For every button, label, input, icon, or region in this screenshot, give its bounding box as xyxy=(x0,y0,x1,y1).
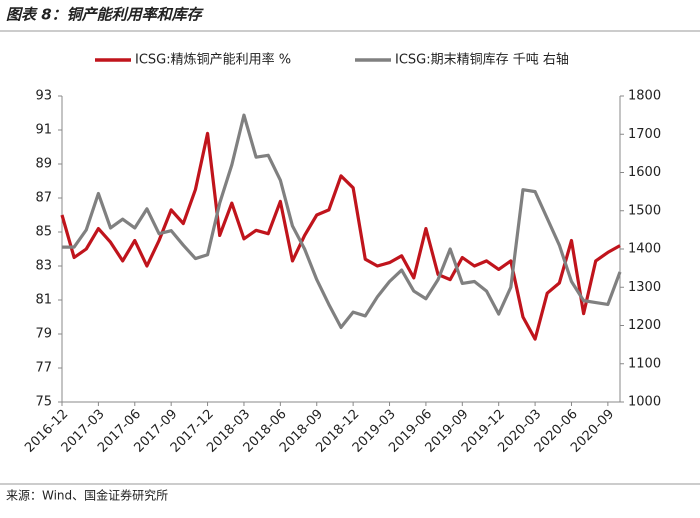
source: 来源：Wind、国金证券研究所 xyxy=(6,488,168,503)
y-tick-label: 89 xyxy=(35,157,52,172)
y-tick-label: 85 xyxy=(35,225,52,240)
legend-label: ICSG:期末精铜库存 千吨 右轴 xyxy=(395,52,569,68)
y2-tick-label: 1600 xyxy=(628,165,661,180)
y-tick-label: 81 xyxy=(35,293,52,308)
y2-tick-label: 1100 xyxy=(628,356,661,371)
chart-title: 图表 8：铜产能利用率和库存 xyxy=(6,6,205,24)
y-tick-label: 77 xyxy=(35,361,52,376)
y2-tick-label: 1200 xyxy=(628,318,661,333)
y2-tick-label: 1800 xyxy=(628,89,661,104)
y2-tick-label: 1500 xyxy=(628,203,661,218)
legend-label: ICSG:精炼铜产能利用率 % xyxy=(135,52,291,68)
y2-tick-label: 1700 xyxy=(628,127,661,142)
y2-tick-label: 1300 xyxy=(628,280,661,295)
y-tick-label: 79 xyxy=(35,327,52,342)
series-line xyxy=(60,131,621,341)
y-tick-label: 75 xyxy=(35,395,52,410)
y-tick-label: 91 xyxy=(35,123,52,138)
y2-tick-label: 1000 xyxy=(628,395,661,410)
y2-tick-label: 1400 xyxy=(628,242,661,257)
y-tick-label: 93 xyxy=(35,89,52,104)
y-tick-label: 83 xyxy=(35,259,52,274)
y-tick-label: 87 xyxy=(35,191,52,206)
series-line xyxy=(62,113,622,330)
